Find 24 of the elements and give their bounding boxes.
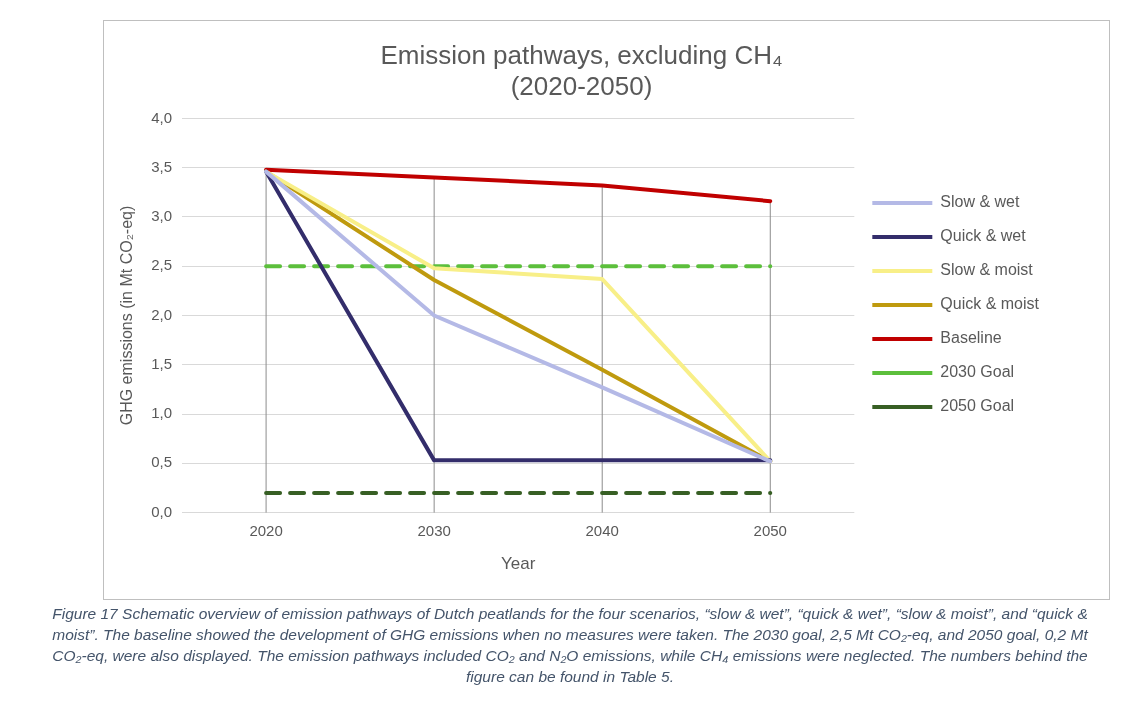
y-tick-label: 4,0	[151, 108, 173, 126]
caption: Figure 17 Schematic overview of emission pathways of Dutch peatlands for the four scenarios, “slow & wet”, “quick & wet”, “slow & moist”, and “quick & moist”. The baseline showed the development of GHG emissions when no measures were taken. The 2030 goal, 2,5 Mt CO₂-eq, and 2050 goal, 0,2 Mt CO₂-eq, were also displayed. The emission pathways included CO₂ and N₂O emissions, while CH₄ emissions were neglected. The numbers behind the figure can be found in Table 5.	[51, 604, 1090, 687]
y-tick-label: 0,5	[151, 453, 173, 471]
x-tick-label: 2030	[417, 521, 451, 539]
y-tick-label: 1,0	[151, 404, 173, 422]
y-tick-label: 3,0	[151, 207, 173, 225]
y-tick-label: 2,0	[151, 305, 173, 323]
x-axis-title: Year	[501, 554, 536, 574]
legend-label: Quick & moist	[940, 295, 1040, 313]
y-tick-label: 0,0	[151, 502, 173, 520]
legend-label: Quick & wet	[940, 227, 1027, 245]
legend-label: 2050 Goal	[940, 397, 1015, 415]
x-tick-label: 2020	[249, 521, 283, 539]
y-tick-label: 3,5	[151, 157, 173, 175]
y-tick-label: 2,5	[151, 256, 173, 274]
legend-label: 2030 Goal	[940, 363, 1015, 381]
legend-label: Baseline	[940, 329, 1002, 347]
legend-label: Slow & moist	[940, 261, 1034, 279]
chart-title: Emission pathways, excluding CH₄ (2020-2050)	[380, 39, 783, 101]
y-axis-title: GHG emissions (in Mt CO₂-eq)	[118, 205, 136, 426]
legend-label: Slow & wet	[940, 193, 1021, 211]
x-tick-label: 2040	[585, 521, 619, 539]
x-tick-label: 2050	[753, 521, 787, 539]
y-tick-label: 1,5	[151, 354, 173, 372]
